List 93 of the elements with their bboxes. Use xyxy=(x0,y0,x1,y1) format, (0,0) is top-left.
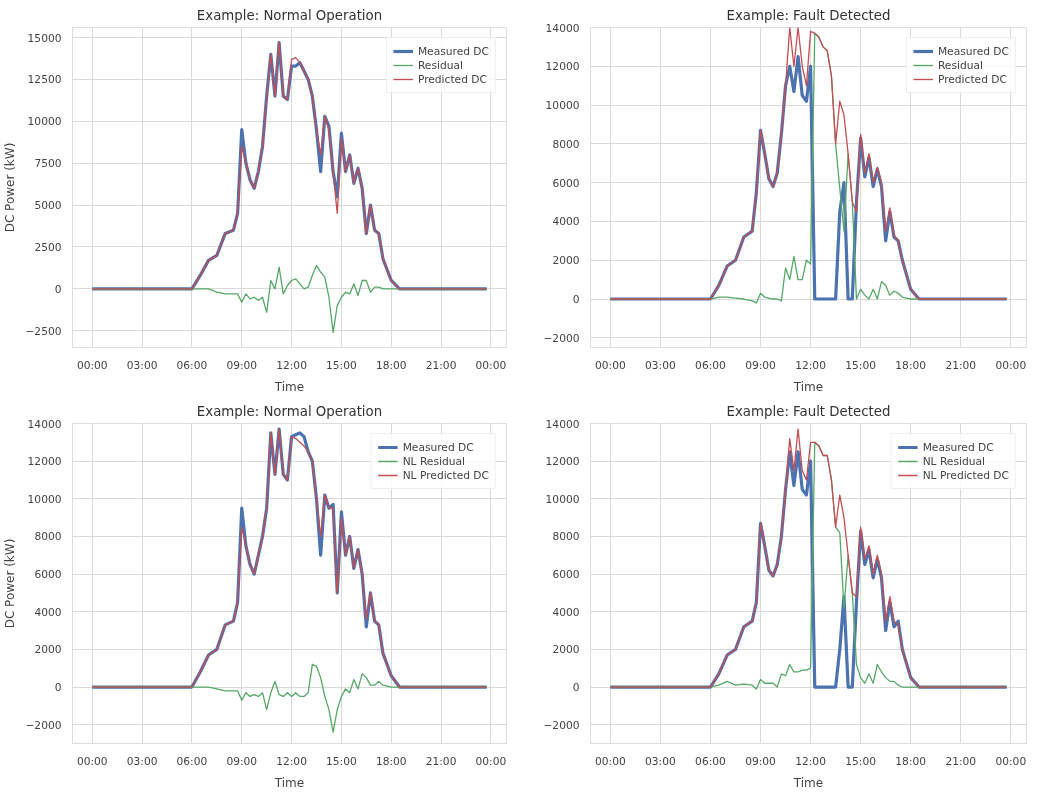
y-tick-label: 12500 xyxy=(27,73,62,87)
y-tick-label: 4000 xyxy=(552,605,580,619)
x-tick-label: 18:00 xyxy=(375,754,407,768)
x-tick-label: 21:00 xyxy=(945,358,977,372)
x-tick-label: 00:00 xyxy=(76,754,108,768)
x-tick-label: 00:00 xyxy=(475,358,507,372)
y-tick-label: 10000 xyxy=(545,492,580,506)
y-tick-label: 8000 xyxy=(552,530,580,544)
x-tick-label: 03:00 xyxy=(126,358,158,372)
x-tick-label: 12:00 xyxy=(795,358,827,372)
x-tick-label: 15:00 xyxy=(326,754,357,768)
y-tick-label: 10000 xyxy=(27,492,62,506)
y-tick-label: 12000 xyxy=(27,455,62,469)
y-tick-label: 2000 xyxy=(34,643,62,657)
x-tick-label: 00:00 xyxy=(475,754,507,768)
legend-label: NL Predicted DC xyxy=(402,468,489,482)
x-tick-label: 03:00 xyxy=(645,754,676,768)
x-tick-label: 03:00 xyxy=(645,358,676,372)
y-tick-label: 0 xyxy=(572,293,580,307)
legend-label: Predicted DC xyxy=(937,72,1007,86)
x-tick-label: 06:00 xyxy=(695,358,727,372)
y-tick-label: 14000 xyxy=(27,417,62,431)
x-tick-label: 00:00 xyxy=(595,754,626,768)
y-tick-label: 6000 xyxy=(552,568,580,582)
legend-label: NL Predicted DC xyxy=(922,468,1009,482)
legend-label: Measured DC xyxy=(922,440,994,454)
x-tick-label: 09:00 xyxy=(745,754,777,768)
y-tick-label: 6000 xyxy=(34,568,62,582)
x-tick-label: 15:00 xyxy=(845,358,877,372)
legend-label: Predicted DC xyxy=(417,72,487,86)
y-tick-label: 8000 xyxy=(552,137,580,151)
y-tick-label: 5000 xyxy=(34,199,62,213)
x-tick-label: 00:00 xyxy=(995,754,1027,768)
y-tick-label: 2500 xyxy=(34,240,62,254)
y-tick-label: 0 xyxy=(54,681,62,695)
x-tick-label: 03:00 xyxy=(126,754,158,768)
legend-label: Measured DC xyxy=(937,44,1009,58)
y-tick-label: 14000 xyxy=(545,21,580,35)
x-tick-label: 18:00 xyxy=(375,358,407,372)
legend-label: Measured DC xyxy=(417,44,489,58)
y-tick-label: 2000 xyxy=(552,643,580,657)
y-tick-label: 6000 xyxy=(552,176,580,190)
legend-label: NL Residual xyxy=(402,454,465,468)
x-tick-label: 06:00 xyxy=(695,754,727,768)
legend-label: NL Residual xyxy=(922,454,985,468)
x-axis-title: Time xyxy=(792,775,824,790)
y-tick-label: −2500 xyxy=(25,324,62,338)
x-tick-label: 00:00 xyxy=(995,358,1027,372)
y-tick-label: −2000 xyxy=(543,718,580,732)
x-axis-title: Time xyxy=(273,379,305,394)
y-tick-label: 14000 xyxy=(545,417,580,431)
x-tick-label: 18:00 xyxy=(895,754,927,768)
y-tick-label: 15000 xyxy=(27,31,62,45)
chart-title: Example: Normal Operation xyxy=(196,7,383,23)
y-axis-title: DC Power (kW) xyxy=(3,538,18,629)
x-tick-label: 12:00 xyxy=(276,754,308,768)
x-tick-label: 06:00 xyxy=(176,754,208,768)
y-tick-label: 4000 xyxy=(552,215,580,229)
y-tick-label: 7500 xyxy=(34,157,62,171)
y-tick-label: 8000 xyxy=(34,530,62,544)
legend-label: Measured DC xyxy=(402,440,474,454)
y-tick-label: 2000 xyxy=(552,254,580,268)
chart-title: Example: Fault Detected xyxy=(726,403,891,419)
y-tick-label: 10000 xyxy=(27,115,62,129)
x-tick-label: 21:00 xyxy=(425,754,457,768)
y-tick-label: 0 xyxy=(54,282,62,296)
y-axis-title: DC Power (kW) xyxy=(3,142,18,233)
y-tick-label: 0 xyxy=(572,681,580,695)
x-tick-label: 12:00 xyxy=(276,358,308,372)
y-tick-label: 12000 xyxy=(545,60,580,74)
x-tick-label: 09:00 xyxy=(226,754,258,768)
y-tick-label: 10000 xyxy=(545,99,580,113)
y-tick-label: 4000 xyxy=(34,605,62,619)
legend-label: Residual xyxy=(937,58,983,72)
x-axis-title: Time xyxy=(273,775,305,790)
y-tick-label: 12000 xyxy=(545,455,580,469)
x-tick-label: 00:00 xyxy=(595,358,626,372)
x-tick-label: 00:00 xyxy=(76,358,108,372)
x-tick-label: 09:00 xyxy=(226,358,258,372)
x-tick-label: 15:00 xyxy=(326,358,357,372)
x-axis-title: Time xyxy=(792,379,824,394)
y-tick-label: −2000 xyxy=(543,331,580,345)
x-tick-label: 06:00 xyxy=(176,358,208,372)
legend-label: Residual xyxy=(417,58,463,72)
x-tick-label: 09:00 xyxy=(745,358,777,372)
chart-title: Example: Normal Operation xyxy=(196,403,383,419)
y-tick-label: −2000 xyxy=(25,718,62,732)
x-tick-label: 21:00 xyxy=(425,358,457,372)
x-tick-label: 21:00 xyxy=(945,754,977,768)
x-tick-label: 15:00 xyxy=(845,754,877,768)
x-tick-label: 12:00 xyxy=(795,754,827,768)
chart-title: Example: Fault Detected xyxy=(726,7,891,23)
x-tick-label: 18:00 xyxy=(895,358,927,372)
